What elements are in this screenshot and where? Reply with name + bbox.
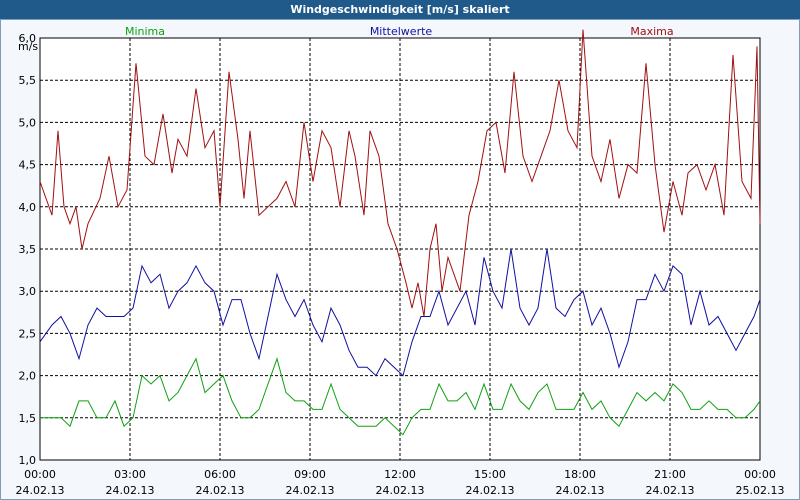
x-tick-date: 25.02.13 <box>736 484 785 497</box>
y-axis-ticks: 6,0 5,5 5,0 4,5 4,0 3,5 3,0 2,5 2,0 1,5 1,0 <box>19 32 37 467</box>
x-tick-date: 24.02.13 <box>376 484 425 497</box>
x-tick-time: 18:00 <box>564 468 596 481</box>
legend-item-minima: Minima <box>125 25 165 38</box>
x-tick-date: 24.02.13 <box>466 484 515 497</box>
y-tick-label: 6,0 <box>19 32 37 45</box>
series-line-mittelwerte <box>39 248 761 377</box>
x-tick-date: 24.02.13 <box>556 484 605 497</box>
y-tick-label: 2,0 <box>19 370 37 383</box>
x-tick-time: 21:00 <box>654 468 686 481</box>
x-tick-time: 00:00 <box>24 468 56 481</box>
y-tick-label: 2,5 <box>19 327 37 340</box>
x-tick-time: 09:00 <box>294 468 326 481</box>
y-tick-label: 1,5 <box>19 412 37 425</box>
chart-title: Windgeschwindigkeit [m/s] skaliert <box>0 0 800 19</box>
x-tick-date: 24.02.13 <box>286 484 335 497</box>
legend-item-maxima: Maxima <box>630 25 673 38</box>
series-line-minima <box>40 357 761 436</box>
x-tick-date: 24.02.13 <box>196 484 245 497</box>
y-axis-label: m/s <box>18 40 38 53</box>
x-tick-time: 00:00 <box>744 468 776 481</box>
series-line-maxima <box>39 29 761 317</box>
series-lines <box>39 29 761 436</box>
grid-lines <box>40 37 760 461</box>
legend-item-mittelwerte: Mittelwerte <box>370 25 433 38</box>
y-tick-label: 4,5 <box>19 159 37 172</box>
x-tick-date: 24.02.13 <box>646 484 695 497</box>
x-tick-time: 15:00 <box>474 468 506 481</box>
legend: Minima Mittelwerte Maxima <box>125 25 674 38</box>
y-tick-label: 1,0 <box>19 454 37 467</box>
x-tick-time: 12:00 <box>384 468 416 481</box>
y-tick-label: 5,5 <box>19 74 37 87</box>
y-tick-label: 4,0 <box>19 201 37 214</box>
y-tick-label: 3,0 <box>19 285 37 298</box>
x-axis-ticks: 00:00 24.02.13 03:00 24.02.13 06:00 24.02.13 0… <box>16 468 785 497</box>
x-tick-time: 03:00 <box>114 468 146 481</box>
y-tick-label: 3,5 <box>19 243 37 256</box>
x-tick-date: 24.02.13 <box>106 484 155 497</box>
x-tick-time: 06:00 <box>204 468 236 481</box>
y-tick-label: 5,0 <box>19 116 37 129</box>
x-tick-date: 24.02.13 <box>16 484 65 497</box>
